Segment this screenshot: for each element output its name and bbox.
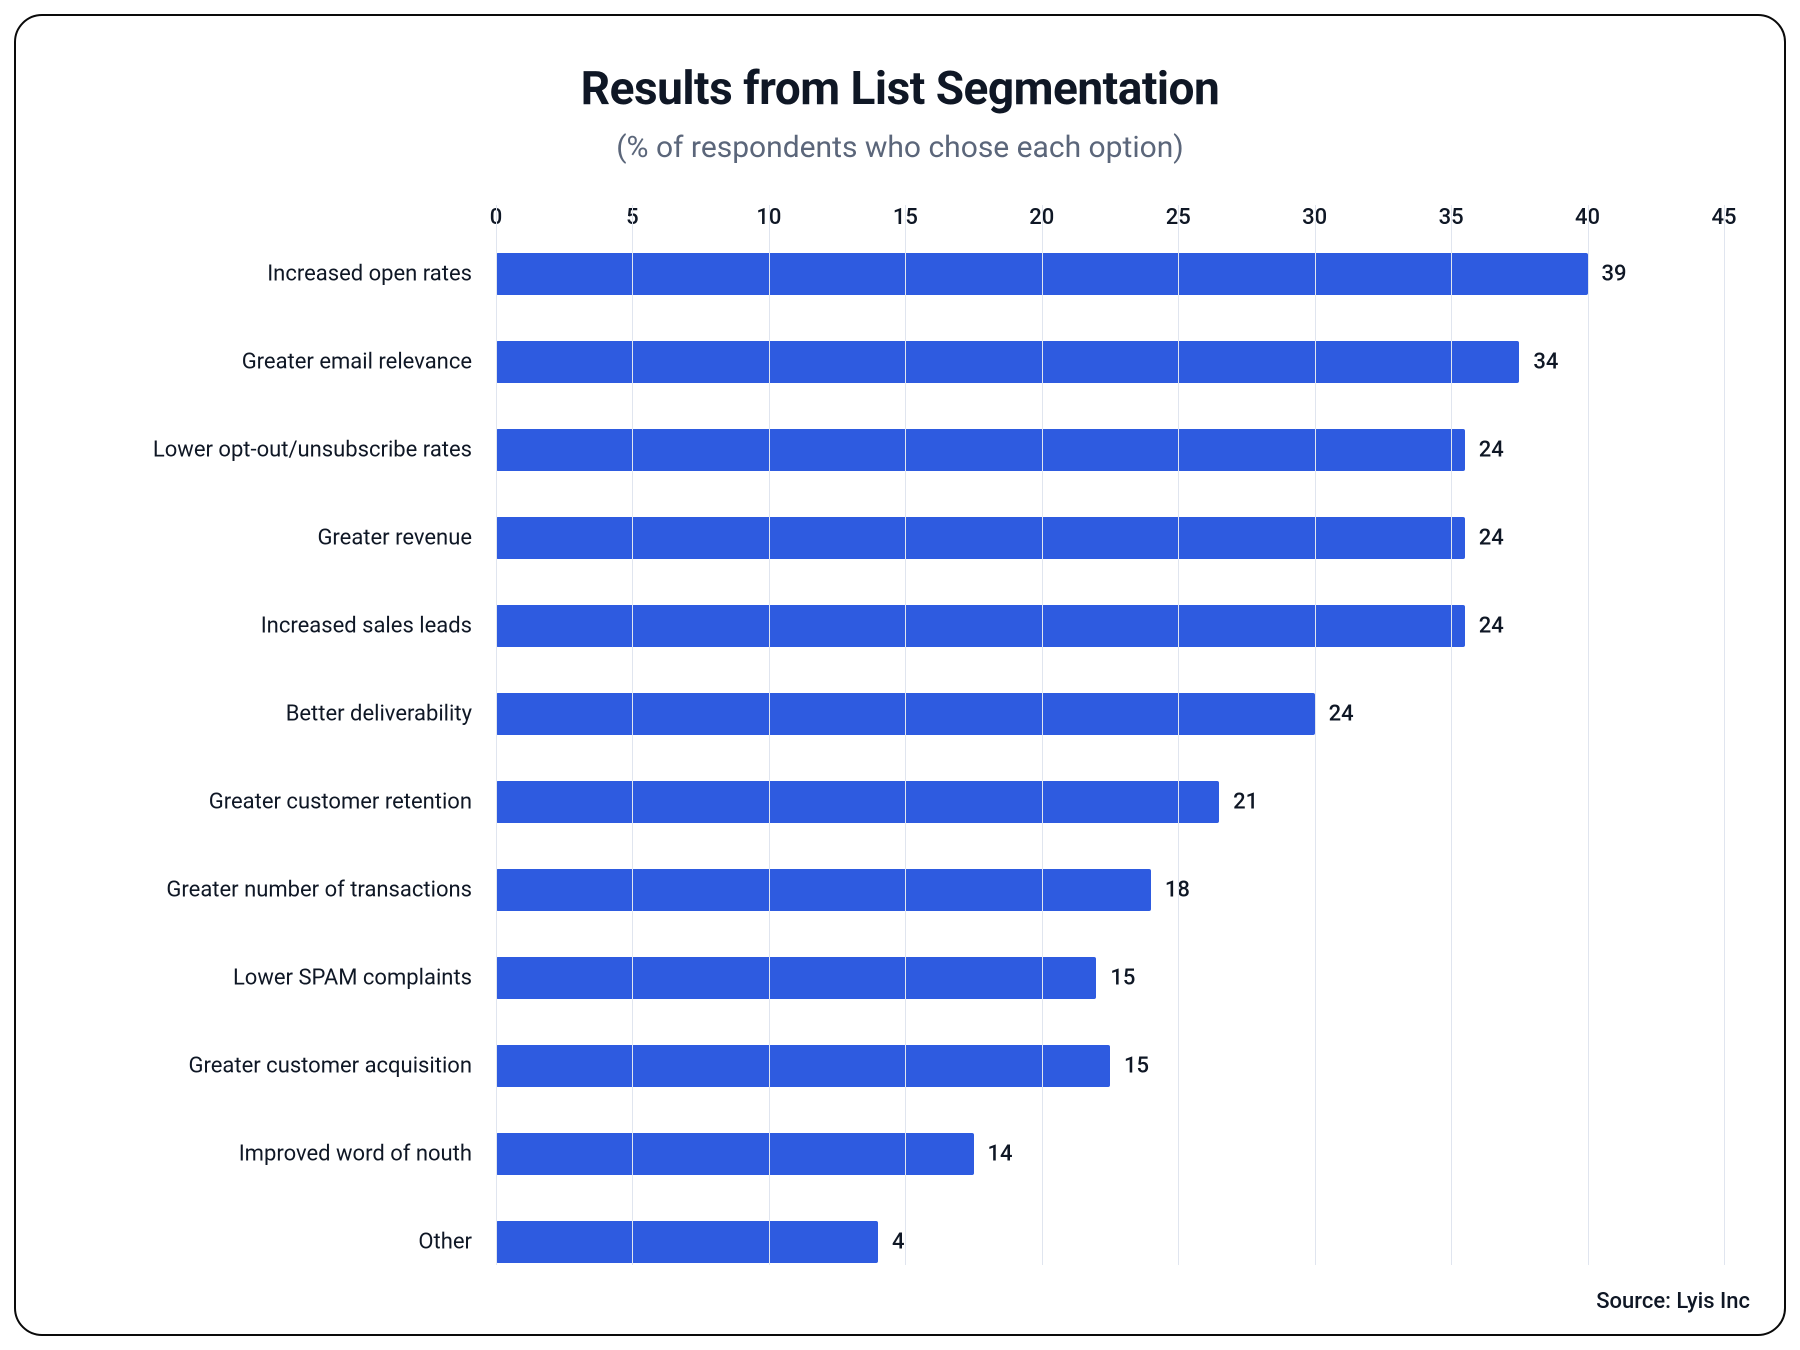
bar — [496, 1133, 974, 1175]
gridline — [1178, 205, 1179, 1265]
bar — [496, 957, 1096, 999]
bar — [496, 605, 1465, 647]
category-label: Greater customer acquisition — [189, 1052, 472, 1080]
gridline — [496, 205, 497, 1265]
source-attribution: Source: Lyis Inc — [1596, 1289, 1750, 1314]
category-label: Improved word of nouth — [239, 1140, 472, 1168]
x-axis: 051015202530354045 — [496, 205, 1724, 245]
bar-row: 24 — [496, 605, 1724, 647]
bar-value-label: 15 — [1124, 1054, 1149, 1079]
bar-row: 24 — [496, 429, 1724, 471]
chart-card: Results from List Segmentation (% of res… — [14, 14, 1786, 1336]
gridline — [905, 205, 906, 1265]
y-axis-labels: Increased open rates Greater email releva… — [76, 205, 496, 1285]
chart-area: Increased open rates Greater email releva… — [76, 205, 1724, 1285]
bar-row: 15 — [496, 1045, 1724, 1087]
bar — [496, 429, 1465, 471]
bar — [496, 1221, 878, 1263]
category-label: Lower opt-out/unsubscribe rates — [153, 436, 472, 464]
bar — [496, 517, 1465, 559]
bar — [496, 869, 1151, 911]
bar-value-label: 24 — [1479, 614, 1504, 639]
bar — [496, 341, 1519, 383]
category-label: Better deliverability — [286, 700, 472, 728]
bar-value-label: 21 — [1233, 790, 1258, 815]
bar-row: 39 — [496, 253, 1724, 295]
plot-area: 051015202530354045 39 34 24 24 24 24 21 18 15 15 1… — [496, 205, 1724, 1285]
category-label: Other — [418, 1228, 472, 1256]
category-label: Increased sales leads — [261, 612, 472, 640]
gridline — [1588, 205, 1589, 1265]
bar-row: 24 — [496, 693, 1724, 735]
bar-row: 34 — [496, 341, 1724, 383]
bar-value-label: 14 — [988, 1142, 1013, 1167]
bar-value-label: 24 — [1329, 702, 1354, 727]
gridline — [1042, 205, 1043, 1265]
bar-value-label: 24 — [1479, 438, 1504, 463]
bar-value-label: 34 — [1533, 350, 1558, 375]
bar-row: 14 — [496, 1133, 1724, 1175]
category-label: Greater number of transactions — [166, 876, 472, 904]
gridline — [632, 205, 633, 1265]
gridline — [1315, 205, 1316, 1265]
bar-value-label: 15 — [1110, 966, 1135, 991]
category-label: Increased open rates — [267, 260, 472, 288]
bar-row: 18 — [496, 869, 1724, 911]
gridline — [769, 205, 770, 1265]
bar-row: 15 — [496, 957, 1724, 999]
chart-subtitle: (% of respondents who chose each option) — [76, 130, 1724, 165]
category-label: Greater customer retention — [209, 788, 472, 816]
category-label: Lower SPAM complaints — [233, 964, 472, 992]
chart-title: Results from List Segmentation — [76, 62, 1724, 116]
category-label: Greater revenue — [317, 524, 472, 552]
bar — [496, 781, 1219, 823]
gridline — [1724, 205, 1725, 1265]
bar — [496, 1045, 1110, 1087]
bar-value-label: 4 — [892, 1230, 905, 1255]
bar-row: 21 — [496, 781, 1724, 823]
bar-value-label: 39 — [1602, 262, 1627, 287]
bar-row: 24 — [496, 517, 1724, 559]
gridline — [1451, 205, 1452, 1265]
bar-row: 4 — [496, 1221, 1724, 1263]
category-label: Greater email relevance — [242, 348, 472, 376]
bar-value-label: 24 — [1479, 526, 1504, 551]
